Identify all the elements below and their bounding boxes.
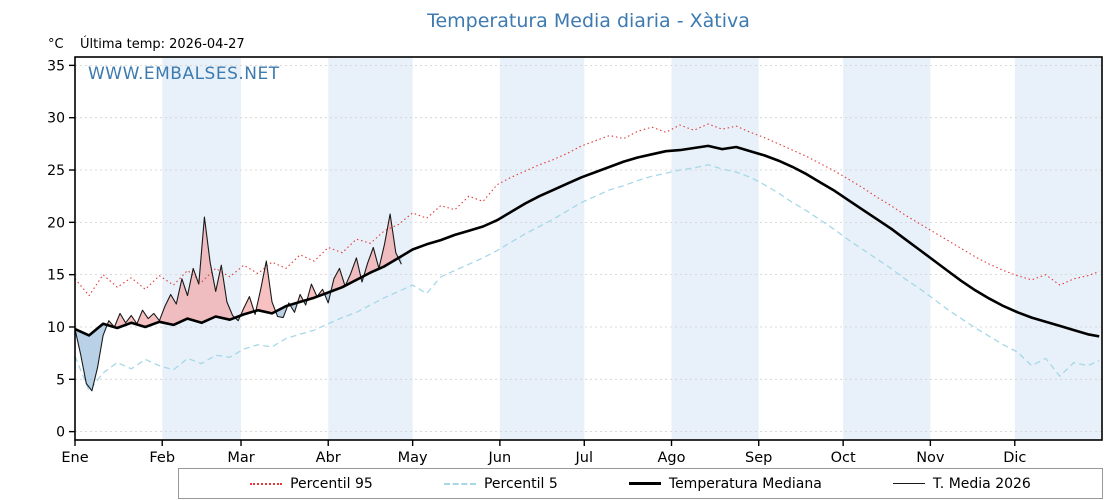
legend-item-percentil95: Percentil 95 xyxy=(250,476,373,492)
percentil5-line-sample xyxy=(443,482,476,485)
legend: Percentil 95 Percentil 5 Temperatura Med… xyxy=(178,468,1103,499)
plot-border xyxy=(74,56,1103,441)
temperature-chart: 0 5 10 15 20 25 30 35 Ene Feb Mar Abr May Jun Jul Ago Se… xyxy=(47,56,1103,466)
x-tick-label: Ago xyxy=(658,450,686,466)
y-tick-label: 35 xyxy=(47,58,65,74)
month-band xyxy=(1014,57,1102,440)
y-axis-unit: °C xyxy=(48,37,64,52)
fill-above-median xyxy=(107,217,235,328)
legend-label-tmedia2026: T. Media 2026 xyxy=(932,475,1031,492)
month-band xyxy=(671,57,759,440)
mediana-line-sample xyxy=(628,482,661,485)
y-tick-label: 0 xyxy=(56,425,65,441)
percentil5-line xyxy=(74,164,1100,392)
percentil95-line xyxy=(74,123,1100,297)
fill-above-median xyxy=(363,214,399,276)
tmedia2026-line xyxy=(74,213,402,392)
y-tick-label: 25 xyxy=(47,163,65,179)
x-tick-label: Abr xyxy=(316,450,341,466)
y-tick-label: 15 xyxy=(47,268,65,284)
x-tick-label: Mar xyxy=(227,450,254,466)
percentil95-line-sample xyxy=(250,482,283,485)
tmedia2026-line-sample xyxy=(892,483,925,484)
legend-label-percentil95: Percentil 95 xyxy=(290,475,373,492)
x-tick-label: Dic xyxy=(1003,450,1026,466)
y-tick-label: 20 xyxy=(47,215,65,231)
fill-below-median xyxy=(75,323,108,391)
watermark: WWW.EMBALSES.NET xyxy=(88,64,280,84)
fill-below-median xyxy=(275,305,288,318)
month-band xyxy=(499,57,585,440)
legend-label-percentil5: Percentil 5 xyxy=(483,475,558,492)
mediana-line xyxy=(74,144,1100,338)
x-tick-label: Oct xyxy=(831,450,856,466)
x-tick-label: Jun xyxy=(488,450,512,466)
fill-above-median xyxy=(255,261,276,314)
month-band xyxy=(328,57,413,440)
legend-item-percentil5: Percentil 5 xyxy=(443,475,558,492)
x-tick-label: May xyxy=(398,450,428,466)
x-tick-label: Feb xyxy=(149,450,175,466)
y-tick-label: 30 xyxy=(47,111,65,127)
x-tick-label: Nov xyxy=(916,450,945,466)
y-tick-label: 10 xyxy=(47,320,65,336)
x-tick-label: Sep xyxy=(745,450,772,466)
fill-above-median xyxy=(307,284,325,300)
legend-item-mediana: Temperatura Mediana xyxy=(628,475,822,492)
last-temp-label: Última temp: 2026-04-27 xyxy=(80,37,245,52)
legend-label-mediana: Temperatura Mediana xyxy=(668,475,822,492)
fill-above-median xyxy=(330,268,345,292)
x-tick-label: Ene xyxy=(61,450,88,466)
x-tick-label: Jul xyxy=(575,450,594,466)
y-tick-label: 5 xyxy=(56,372,65,388)
chart-title: Temperatura Media diaria - Xàtiva xyxy=(427,10,750,32)
legend-item-tmedia2026: T. Media 2026 xyxy=(892,475,1031,492)
